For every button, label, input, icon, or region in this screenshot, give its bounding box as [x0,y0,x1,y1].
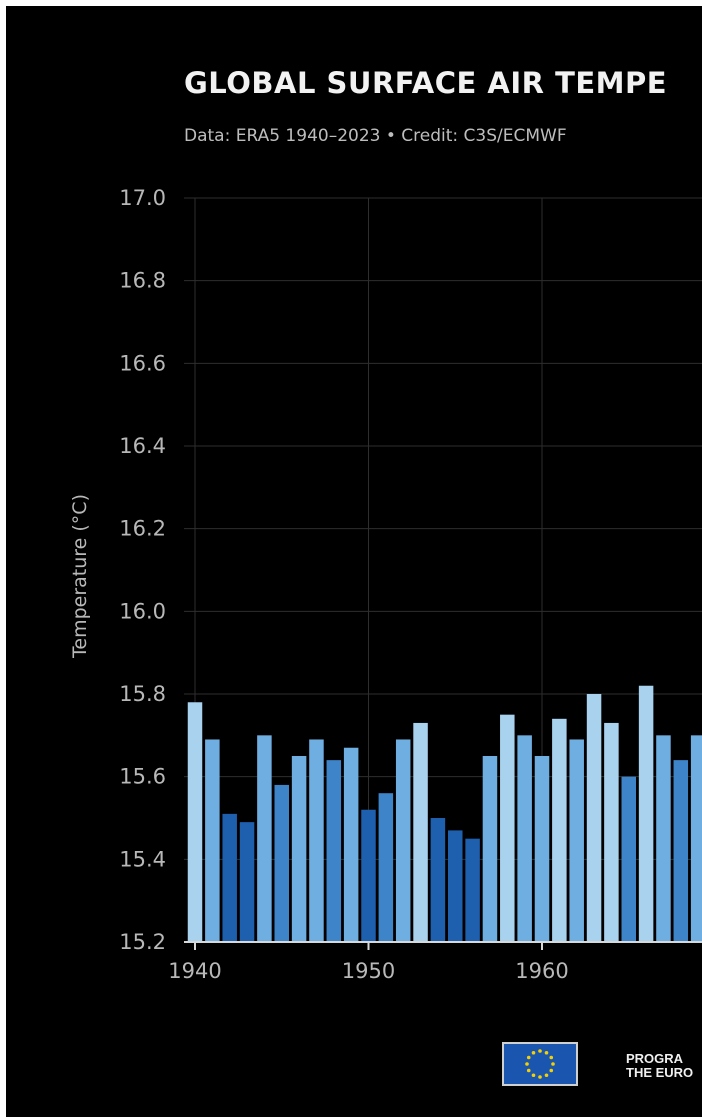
y-tick-label: 16.6 [119,351,166,375]
chart-frame: GLOBAL SURFACE AIR TEMPE Data: ERA5 1940… [6,6,702,1117]
bar-1947 [309,739,324,942]
logo-line-2: THE EURO [626,1065,694,1080]
bar-1967 [656,735,671,942]
bar-1940 [187,702,203,942]
logo-line-1: PROGRA [626,1051,684,1066]
bar-1963 [586,694,602,942]
bar-1961 [552,718,567,942]
y-tick-label: 17.0 [119,186,166,210]
bar-1968 [673,760,689,942]
y-tick-labels: 17.0 16.8 16.6 16.4 16.2 16.0 15.8 15.6 15.4 15.2 [119,186,166,954]
eu-star [526,1055,531,1060]
eu-flag-icon [502,1042,578,1086]
chart-title: GLOBAL SURFACE AIR TEMPE [184,66,668,100]
eu-star [538,1049,542,1053]
bar-1948 [326,760,342,942]
bar-1944 [257,735,272,942]
bar-1962 [569,739,584,942]
bar-1954 [430,818,446,942]
bar-1945 [274,784,289,942]
bar-1960 [534,756,550,942]
y-tick-label: 16.2 [119,517,166,541]
bars [187,685,702,942]
bar-1966 [638,685,654,942]
chart-subtitle: Data: ERA5 1940–2023 • Credit: C3S/ECMWF [184,126,567,146]
x-tick-label: 1950 [342,959,395,983]
eu-program-logo-text: PROGRA THE EURO [626,1052,693,1080]
bar-1959 [517,735,532,942]
axes [184,941,702,950]
bar-1941 [205,739,220,942]
bar-1969 [690,735,702,942]
eu-star [551,1062,555,1066]
bar-1958 [500,714,515,942]
y-tick-label: 16.4 [119,434,166,458]
y-tick-label: 16.8 [119,269,166,293]
y-tick-label: 15.4 [119,847,166,871]
bar-1955 [448,830,463,942]
eu-star [531,1050,536,1055]
y-tick-label: 15.6 [119,765,166,789]
bar-1946 [291,756,307,942]
bar-1964 [604,722,619,942]
bar-1942 [222,813,237,942]
bar-1956 [465,838,480,942]
x-tick-labels: 1940195019601 [168,959,568,983]
bar-1949 [343,747,359,942]
eu-star [549,1068,554,1073]
bar-1957 [482,756,498,942]
x-tick-label: 1940 [168,959,221,983]
bar-1950 [361,809,376,942]
y-tick-label: 16.0 [119,599,166,623]
eu-star [549,1055,554,1060]
bar-1965 [621,776,636,942]
eu-star [538,1075,542,1079]
eu-star [544,1073,549,1078]
y-tick-label: 15.8 [119,682,166,706]
bar-1953 [413,722,428,942]
eu-star [531,1073,536,1078]
x-tick-label: 1960 [515,959,568,983]
eu-star [525,1062,529,1066]
bar-chart: 17.0 16.8 16.6 16.4 16.2 16.0 15.8 15.6 15.4 15.2… [69,186,702,983]
y-axis-label: Temperature (°C) [69,494,91,659]
y-tick-label: 15.2 [119,930,166,954]
bar-1943 [239,822,255,942]
eu-star [526,1068,531,1073]
bar-1951 [378,793,394,942]
bar-1952 [395,739,411,942]
eu-star [544,1050,549,1055]
